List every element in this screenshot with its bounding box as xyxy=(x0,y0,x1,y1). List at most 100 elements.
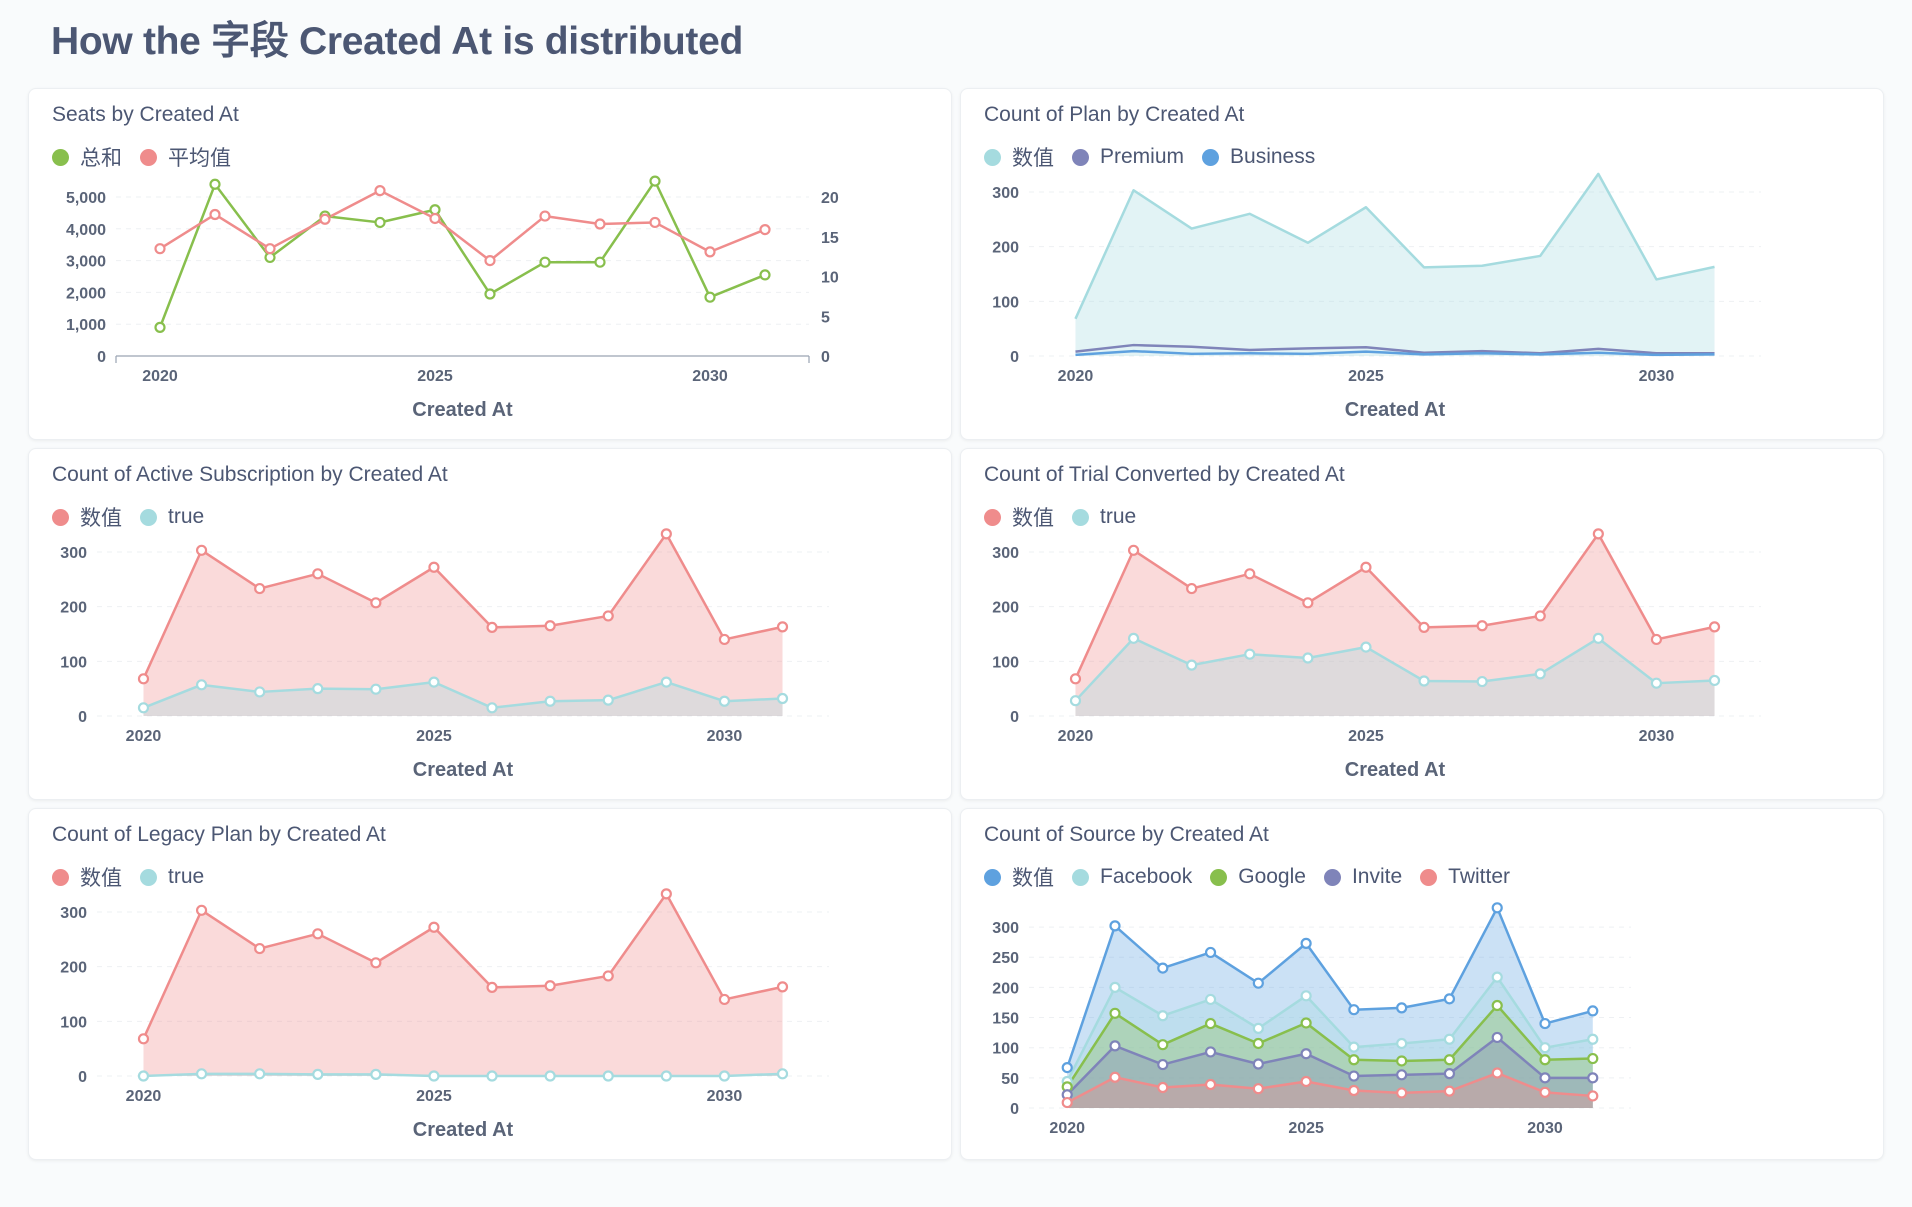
data-point xyxy=(1348,1084,1360,1097)
data-point xyxy=(195,679,208,691)
legend-item[interactable]: 数值 xyxy=(52,862,122,892)
data-point xyxy=(1360,561,1372,573)
series-line xyxy=(159,189,766,262)
card-title[interactable]: Count of Source by Created At xyxy=(984,823,1269,846)
x-tick-label: 2025 xyxy=(1348,368,1384,385)
chart-legend: 数值 true xyxy=(52,862,204,892)
data-point xyxy=(1491,902,1503,914)
data-point xyxy=(660,676,672,688)
y-tick-label: 250 xyxy=(992,950,1019,967)
series-line xyxy=(1066,975,1593,1083)
legend-item[interactable]: Google xyxy=(1210,865,1306,889)
area-chart: 0 100 200 300 2020 2025 2030 Created At xyxy=(60,528,829,781)
data-point xyxy=(649,175,661,187)
legend-item[interactable]: 数值 xyxy=(984,502,1054,532)
legend-dot-icon xyxy=(52,508,69,526)
data-point xyxy=(1244,648,1256,660)
legend-item[interactable]: true xyxy=(140,865,204,889)
data-point xyxy=(429,212,441,225)
chart-card-seats[interactable]: Seats by Created At 总和 平均值 0 1,000 2,000 3,… xyxy=(28,88,952,440)
data-point xyxy=(660,528,672,540)
legend-item[interactable]: true xyxy=(1072,505,1136,529)
data-point xyxy=(1476,675,1488,688)
card-title[interactable]: Count of Plan by Created At xyxy=(984,103,1245,126)
data-point xyxy=(1157,1081,1169,1094)
area-chart: 0 100 200 300 2020 2025 2030 Created At xyxy=(60,888,829,1141)
data-point xyxy=(1396,1002,1408,1014)
legend-item[interactable]: 平均值 xyxy=(140,142,231,172)
data-point xyxy=(1348,1070,1360,1082)
chart-card-trial-converted[interactable]: Count of Trial Converted by Created At 数… xyxy=(960,448,1884,800)
data-point xyxy=(1186,659,1198,671)
data-point xyxy=(370,1068,382,1080)
series-line xyxy=(1074,172,1715,320)
legend-item[interactable]: Invite xyxy=(1323,865,1402,889)
x-tick-label: 2020 xyxy=(126,728,162,745)
x-tick-label: 2025 xyxy=(416,728,452,745)
data-point xyxy=(718,695,731,707)
data-point xyxy=(154,321,166,333)
chart-card-legacy-plan[interactable]: Count of Legacy Plan by Created At 数值 tr… xyxy=(28,808,952,1160)
data-point xyxy=(428,676,440,688)
card-title[interactable]: Count of Legacy Plan by Created At xyxy=(52,823,386,846)
x-tick-label: 2020 xyxy=(1058,728,1094,745)
legend-label: Twitter xyxy=(1448,865,1510,888)
series-area xyxy=(1067,1005,1593,1108)
y2-tick-label: 0 xyxy=(821,349,830,366)
data-point xyxy=(1587,1072,1599,1084)
legend-item[interactable]: 总和 xyxy=(52,142,122,172)
legend-item[interactable]: 数值 xyxy=(984,142,1054,172)
area-chart: 0 100 200 300 2020 2025 2030 Created At xyxy=(992,172,1761,421)
data-point xyxy=(374,185,386,197)
y-tick-label: 50 xyxy=(1001,1071,1019,1088)
data-point xyxy=(776,692,789,705)
data-point xyxy=(1069,695,1082,707)
data-point xyxy=(1252,1058,1264,1070)
chart-card-plan[interactable]: Count of Plan by Created At 数值 Premium B… xyxy=(960,88,1884,440)
data-point xyxy=(319,213,331,225)
x-axis-label: Created At xyxy=(1345,759,1446,781)
series-area xyxy=(1075,533,1715,716)
legend-item[interactable]: Twitter xyxy=(1420,865,1510,889)
series-line xyxy=(142,892,783,1040)
legend-dot-icon xyxy=(1210,868,1228,886)
data-point xyxy=(602,970,614,982)
legend-item[interactable]: true xyxy=(140,505,204,529)
data-point xyxy=(1539,1072,1551,1084)
data-point xyxy=(254,1068,266,1080)
data-point xyxy=(704,246,716,258)
chart-legend: 数值 Facebook Google Invite Twitter xyxy=(984,862,1510,892)
data-point xyxy=(195,1068,208,1080)
legend-dot-icon xyxy=(1323,868,1341,886)
x-tick-label: 2020 xyxy=(142,368,178,385)
legend-item[interactable]: 数值 xyxy=(984,862,1054,892)
data-point xyxy=(544,695,556,707)
legend-item[interactable]: 数值 xyxy=(52,502,122,532)
chart-card-source[interactable]: Count of Source by Created At 数值 Faceboo… xyxy=(960,808,1884,1160)
y-tick-label: 300 xyxy=(60,905,87,922)
data-point xyxy=(1491,1031,1503,1044)
data-point xyxy=(486,981,498,994)
card-title[interactable]: Seats by Created At xyxy=(52,103,239,126)
legend-item[interactable]: Business xyxy=(1202,145,1315,169)
legend-dot-icon xyxy=(984,868,1001,886)
legend-item[interactable]: Premium xyxy=(1072,145,1184,169)
data-point xyxy=(1300,937,1312,949)
card-title[interactable]: Count of Active Subscription by Created … xyxy=(52,463,448,486)
data-point xyxy=(1476,620,1488,632)
data-point xyxy=(602,1070,614,1082)
x-tick-label: 2030 xyxy=(707,1088,743,1105)
data-point xyxy=(1396,1069,1408,1081)
legend-item[interactable]: Facebook xyxy=(1072,865,1192,889)
y-tick-label: 300 xyxy=(992,920,1019,937)
series-line xyxy=(143,680,783,710)
data-point xyxy=(602,694,614,706)
y-tick-label: 100 xyxy=(992,654,1019,671)
y2-tick-label: 20 xyxy=(821,190,839,207)
data-point xyxy=(486,1070,498,1082)
chart-card-active-subscription[interactable]: Count of Active Subscription by Created … xyxy=(28,448,952,800)
data-point xyxy=(544,1070,556,1082)
data-point xyxy=(649,216,661,229)
card-title[interactable]: Count of Trial Converted by Created At xyxy=(984,463,1345,486)
data-point xyxy=(1127,632,1140,644)
